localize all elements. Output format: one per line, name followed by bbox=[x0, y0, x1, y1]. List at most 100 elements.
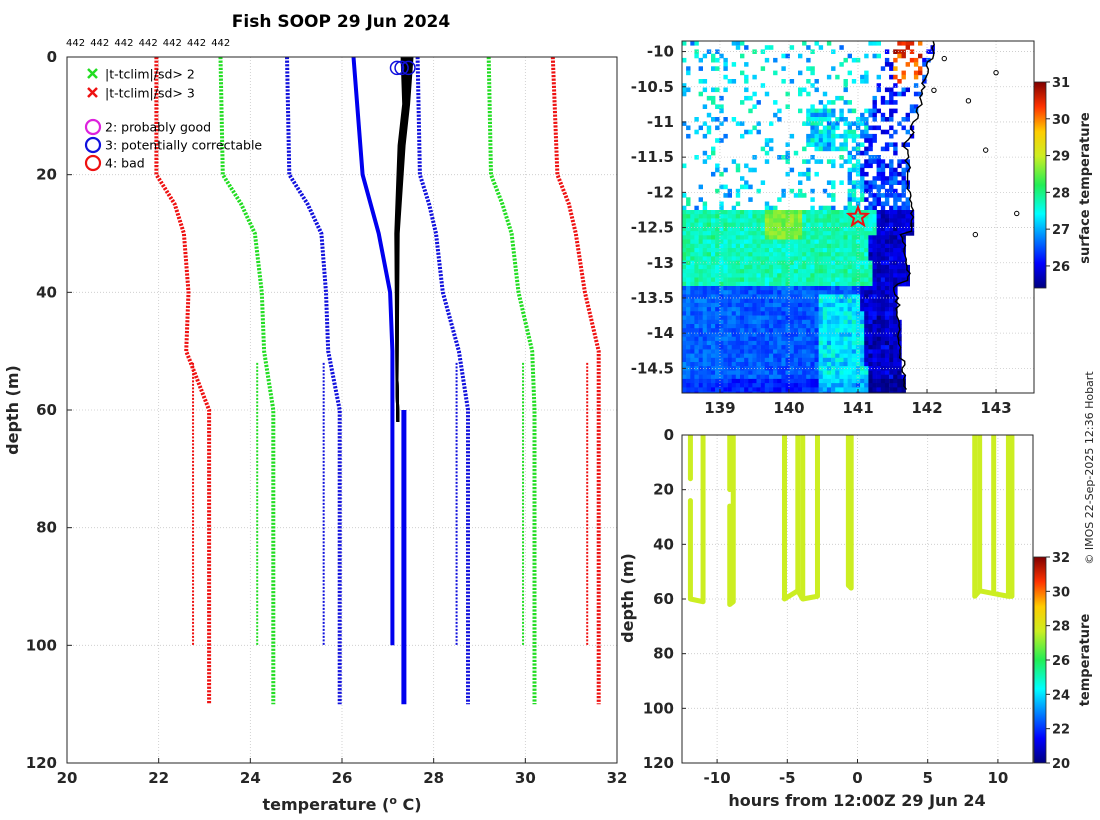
sst-cell bbox=[831, 336, 836, 342]
sst-cell bbox=[752, 239, 757, 245]
climatology-line bbox=[415, 57, 470, 705]
sst-cell bbox=[884, 374, 890, 380]
sst-cell bbox=[777, 214, 782, 219]
sst-cell bbox=[793, 222, 799, 228]
sst-cell bbox=[843, 307, 848, 312]
sst-cell bbox=[826, 281, 832, 287]
sst-cell bbox=[851, 362, 857, 367]
sst-cell bbox=[719, 138, 724, 143]
sst-cell bbox=[831, 108, 836, 114]
sst-cell bbox=[814, 319, 819, 325]
sst-cell bbox=[781, 340, 786, 346]
sst-cell bbox=[826, 248, 832, 253]
sst-cell bbox=[893, 176, 898, 181]
sst-cell bbox=[814, 138, 819, 143]
sst-cell bbox=[901, 159, 906, 164]
sst-cell bbox=[884, 57, 890, 63]
sst-cell bbox=[880, 100, 886, 105]
sst-cell bbox=[706, 235, 712, 240]
sst-cell bbox=[860, 290, 865, 295]
sst-cell bbox=[806, 311, 811, 316]
sst-cell bbox=[810, 340, 815, 346]
sst-cell bbox=[711, 391, 716, 393]
sst-cell bbox=[773, 349, 778, 354]
sst-cell bbox=[913, 91, 919, 97]
sst-cell bbox=[764, 269, 770, 274]
sst-cell bbox=[839, 112, 844, 118]
sst-cell bbox=[872, 125, 877, 131]
sst-cell bbox=[889, 269, 894, 274]
sst-cell bbox=[702, 277, 708, 283]
sst-cell bbox=[855, 328, 861, 333]
sst-cell bbox=[843, 129, 848, 135]
sst-cell bbox=[752, 214, 757, 219]
sst-cell bbox=[798, 286, 803, 291]
sst-cell bbox=[793, 273, 799, 278]
sst-cell bbox=[831, 125, 836, 131]
sst-cell bbox=[826, 235, 832, 240]
sst-cell bbox=[760, 146, 766, 152]
sst-cell bbox=[810, 349, 815, 354]
sst-cell bbox=[893, 222, 898, 228]
legend-label: |t-tclim|/sd> 3 bbox=[105, 86, 195, 101]
sst-cell bbox=[826, 324, 832, 329]
sst-cell bbox=[781, 214, 786, 219]
section-ytick-label: 100 bbox=[643, 699, 674, 717]
sst-heatmap bbox=[682, 41, 935, 393]
sst-cell bbox=[785, 214, 790, 219]
sst-cell bbox=[822, 138, 828, 143]
sst-cell bbox=[868, 155, 873, 160]
sst-cell bbox=[884, 383, 890, 388]
sst-cell bbox=[715, 328, 720, 333]
sst-cell bbox=[760, 49, 766, 54]
sst-cell bbox=[835, 218, 840, 223]
sst-cell bbox=[901, 214, 906, 219]
map-ticks: 139 140 141 142 143-10-10.5-11-11.5-12-12.5-… bbox=[631, 43, 1012, 417]
sst-cell bbox=[905, 142, 910, 147]
sst-cell bbox=[702, 201, 708, 207]
sst-cell bbox=[719, 353, 724, 359]
sst-cell bbox=[831, 163, 836, 169]
sst-cell bbox=[781, 332, 786, 338]
sst-cell bbox=[798, 256, 803, 261]
sst-cell bbox=[893, 328, 898, 333]
section-xtick-label: 5 bbox=[922, 769, 932, 787]
sst-cell bbox=[727, 366, 732, 371]
sst-cell bbox=[764, 231, 770, 236]
sst-cell bbox=[723, 357, 728, 363]
sst-cell bbox=[719, 277, 724, 283]
sst-cell bbox=[719, 345, 724, 350]
sst-cell bbox=[810, 155, 815, 160]
sst-cell bbox=[686, 243, 691, 249]
sst-cell bbox=[855, 383, 861, 388]
sst-cell bbox=[773, 256, 778, 261]
sst-cell bbox=[851, 302, 857, 308]
sst-cell bbox=[818, 117, 824, 122]
sst-cell bbox=[756, 218, 761, 223]
sst-cell bbox=[785, 239, 790, 245]
sst-cell bbox=[756, 336, 761, 342]
sst-cell bbox=[682, 294, 687, 299]
sst-cell bbox=[752, 370, 757, 376]
sst-cell bbox=[810, 286, 815, 291]
sst-cell bbox=[835, 336, 840, 342]
sst-cell bbox=[752, 378, 757, 384]
sst-cell bbox=[694, 345, 699, 350]
sst-cell bbox=[876, 340, 881, 346]
sst-cell bbox=[839, 307, 844, 312]
sst-cell bbox=[876, 383, 881, 388]
sst-cell bbox=[930, 49, 935, 54]
sst-cell bbox=[789, 222, 795, 228]
sst-cell bbox=[698, 290, 703, 295]
sst-cell bbox=[889, 100, 894, 105]
sst-cell bbox=[876, 193, 881, 198]
sst-cell bbox=[789, 277, 795, 283]
sst-cell bbox=[752, 302, 757, 308]
sst-cell bbox=[860, 286, 865, 291]
profile-series bbox=[154, 57, 601, 705]
sst-cell bbox=[756, 340, 761, 346]
sst-cell bbox=[690, 269, 695, 274]
sst-cell bbox=[831, 197, 836, 202]
sst-cell bbox=[711, 235, 716, 240]
sst-cell bbox=[793, 231, 799, 236]
